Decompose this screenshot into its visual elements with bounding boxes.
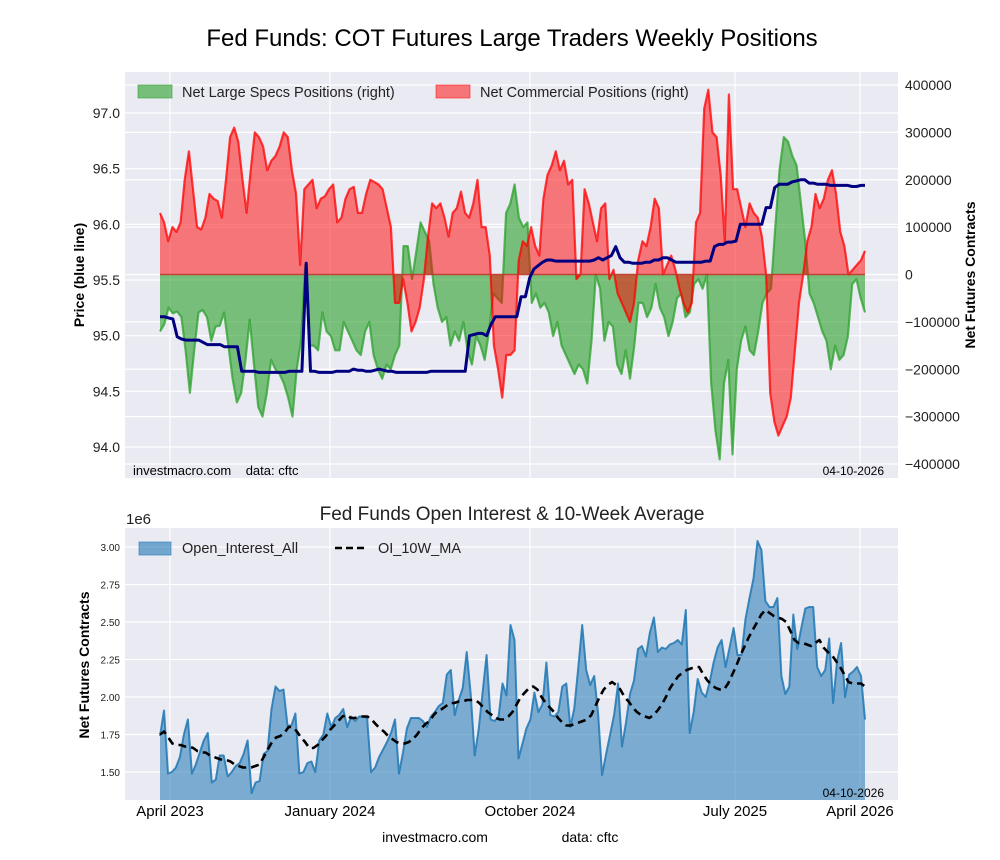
positions-date-annotation: 04-10-2026: [823, 464, 885, 478]
date-axis-ticks: April 2023 January 2024 October 2024 July 2…: [136, 803, 894, 820]
net-tick-label: −100000: [905, 314, 960, 330]
price-tick-label: 97.0: [93, 105, 120, 121]
legend-swatch-commercial: [435, 84, 471, 99]
net-tick-label: 100000: [905, 219, 952, 235]
footer-site: investmacro.com: [382, 829, 488, 845]
price-tick-label: 94.5: [93, 383, 120, 399]
legend-label-specs: Net Large Specs Positions (right): [182, 85, 395, 101]
open-interest-scale-label: 1e6: [126, 511, 151, 528]
open-interest-tick-label: 1.75: [101, 731, 121, 742]
legend-label-moving-average: OI_10W_MA: [378, 541, 461, 557]
date-tick-label: April 2026: [826, 803, 894, 820]
legend-label-commercial: Net Commercial Positions (right): [480, 85, 689, 101]
open-interest-area: [160, 541, 865, 800]
net-commercial-line: [158, 88, 867, 437]
moving-average-layer: [159, 608, 866, 769]
open-interest-title: Fed Funds Open Interest & 10-Week Averag…: [320, 504, 705, 525]
open-interest-tick-label: 2.75: [101, 581, 121, 592]
open-interest-date-annotation: 04-10-2026: [823, 786, 885, 800]
open-interest-tick-label: 2.25: [101, 656, 121, 667]
open-interest-tick-label: 2.50: [101, 618, 121, 629]
open-interest-area-layer: [159, 540, 866, 800]
moving-average-line: [159, 608, 866, 769]
date-tick-label: October 2024: [485, 803, 576, 820]
open-interest-axis-ticks: 1.50 1.75 2.00 2.25 2.50 2.75 3.00: [101, 543, 121, 779]
price-tick-label: 96.0: [93, 216, 120, 232]
net-tick-label: 300000: [905, 124, 952, 140]
date-tick-label: January 2024: [285, 803, 376, 820]
legend-label-open-interest: Open_Interest_All: [182, 541, 298, 557]
legend-swatch-specs: [137, 84, 173, 99]
net-axis-label: Net Futures Contracts: [962, 201, 978, 348]
price-tick-label: 95.0: [93, 328, 120, 344]
net-large-specs-area: [160, 137, 865, 460]
price-axis-ticks: 94.0 94.5 95.0 95.5 96.0 96.5 97.0: [93, 105, 120, 455]
figure-title: Fed Funds: COT Futures Large Traders Wee…: [206, 25, 817, 52]
positions-source-annotation: investmacro.com data: cftc: [133, 463, 299, 478]
open-interest-line: [159, 540, 866, 794]
net-tick-label: −400000: [905, 456, 960, 472]
footer-data-source: data: cftc: [562, 829, 619, 845]
net-tick-label: 200000: [905, 172, 952, 188]
positions-chart: 94.0 94.5 95.0 95.5 96.0 96.5 97.0 −400000 −300…: [71, 72, 978, 478]
net-axis-ticks: −400000 −300000 −200000 −100000 0 100000 20000…: [905, 77, 960, 472]
open-interest-chart: Fed Funds Open Interest & 10-Week Averag…: [76, 504, 898, 820]
price-tick-label: 94.0: [93, 439, 120, 455]
price-tick-label: 95.5: [93, 272, 120, 288]
positions-fills: [158, 88, 867, 461]
price-axis-label: Price (blue line): [71, 223, 87, 327]
price-line: [160, 178, 865, 374]
open-interest-legend: Open_Interest_All OI_10W_MA: [138, 541, 461, 557]
date-tick-label: April 2023: [136, 803, 204, 820]
open-interest-tick-label: 1.50: [101, 768, 121, 779]
price-tick-label: 96.5: [93, 161, 120, 177]
net-tick-label: −200000: [905, 361, 960, 377]
date-tick-label: July 2025: [703, 803, 767, 820]
open-interest-axis-label: Net Futures Contracts: [76, 591, 92, 738]
net-tick-label: 400000: [905, 77, 952, 93]
open-interest-tick-label: 3.00: [101, 543, 121, 554]
net-tick-label: −300000: [905, 409, 960, 425]
open-interest-tick-label: 2.00: [101, 693, 121, 704]
legend-swatch-open-interest: [138, 541, 172, 556]
price-line-layer: [160, 178, 865, 374]
positions-legend: Net Large Specs Positions (right) Net Co…: [137, 84, 689, 101]
net-tick-label: 0: [905, 267, 913, 283]
